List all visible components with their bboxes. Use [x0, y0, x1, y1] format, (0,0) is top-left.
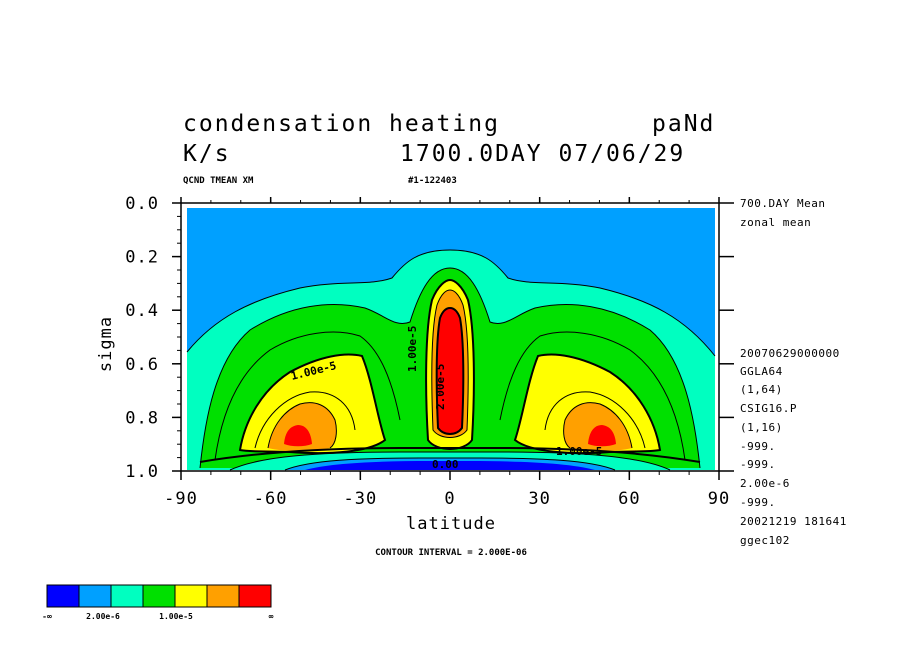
fill-level-6-center — [436, 308, 464, 434]
y-tick-label: 0.4 — [125, 301, 159, 321]
contour-line-11 — [229, 451, 671, 471]
side-info-line: -999. — [740, 458, 776, 471]
contour-label: 1.00e-5 — [406, 326, 419, 372]
x-axis-label: latitude — [406, 514, 496, 534]
chart-units: K/s — [183, 141, 231, 167]
side-info-line: ggec102 — [740, 534, 790, 547]
legend-label: 1.00e-5 — [159, 612, 193, 621]
legend-swatch — [78, 584, 112, 608]
x-tick-label: -30 — [343, 489, 377, 509]
x-tick-label: -60 — [254, 489, 288, 509]
fill-level-6-right — [588, 425, 616, 447]
side-info-line: -999. — [740, 496, 776, 509]
minor-ticks — [177, 200, 720, 475]
contour-label: 0.00 — [432, 458, 459, 471]
side-info-line: (1,64) — [740, 383, 783, 396]
contour-line-10 — [435, 306, 465, 435]
contour-line-12 — [284, 457, 616, 471]
legend-label: 2.00e-6 — [86, 612, 120, 621]
legend-swatch — [142, 584, 176, 608]
side-info-line: -999. — [740, 440, 776, 453]
legend-swatch — [238, 584, 272, 608]
side-info-line: GGLA64 — [740, 365, 783, 378]
y-tick-label: 0.6 — [125, 355, 159, 375]
y-tick-label: 1.0 — [125, 462, 159, 482]
side-info-line: (1,16) — [740, 421, 783, 434]
contour-line-7 — [254, 391, 646, 449]
x-tick-label: 90 — [708, 489, 730, 509]
side-info-line: 700.DAY Mean — [740, 197, 825, 210]
legend-labels: -∞ 2.00e-6 1.00e-5 ∞ — [42, 612, 273, 621]
contour-label: 1.00e-5 — [556, 445, 602, 458]
run-label: #1-122403 — [408, 176, 457, 186]
side-info-line: zonal mean — [740, 216, 811, 229]
x-axis: -90 -60 -30 0 30 60 90 — [164, 197, 730, 509]
color-legend — [46, 584, 272, 608]
contour-fills — [187, 208, 715, 470]
legend-swatch — [110, 584, 144, 608]
legend-label: -∞ — [42, 612, 52, 621]
contour-line-3 — [214, 331, 686, 461]
contour-line-8 — [267, 402, 633, 449]
contour-lines — [186, 249, 716, 471]
contour-line-13 — [199, 447, 701, 463]
chart-time: 1700.0DAY 07/06/29 — [400, 141, 685, 167]
y-axis-label: sigma — [96, 316, 116, 372]
legend-swatch — [206, 584, 240, 608]
contour-line-5 — [425, 278, 475, 450]
side-info-line: 20070629000000 — [740, 347, 840, 360]
x-tick-label: 0 — [444, 489, 455, 509]
contour-line-1 — [186, 249, 716, 357]
side-info-top: 700.DAY Mean zonal mean — [740, 197, 825, 229]
fill-level-6-left — [284, 425, 312, 447]
variable-label: QCND TMEAN XM — [183, 176, 254, 186]
y-tick-label: 0.0 — [125, 194, 159, 214]
chart-tag: paNd — [652, 111, 715, 137]
y-tick-label: 0.2 — [125, 248, 159, 268]
legend-swatch — [46, 584, 80, 608]
y-tick-label: 0.8 — [125, 408, 159, 428]
x-tick-label: 30 — [528, 489, 550, 509]
side-info-line: CSIG16.P — [740, 402, 797, 415]
side-info-line: 2.00e-6 — [740, 477, 790, 490]
side-info-bottom: 20070629000000 GGLA64 (1,64) CSIG16.P (1… — [740, 347, 847, 547]
x-tick-label: -90 — [164, 489, 198, 509]
side-info-line: 20021219 181641 — [740, 515, 847, 528]
contour-label: 2.00e-5 — [434, 364, 447, 410]
fill-negative-core-2 — [305, 461, 595, 470]
chart-title: condensation heating — [183, 111, 500, 137]
legend-swatch — [174, 584, 208, 608]
contour-line-9 — [431, 289, 469, 438]
contour-interval: CONTOUR INTERVAL = 2.000E-06 — [375, 548, 527, 558]
legend-label: ∞ — [269, 612, 274, 621]
contour-line-2 — [199, 267, 701, 469]
y-axis: 0.0 0.2 0.4 0.6 0.8 1.0 — [125, 194, 734, 482]
x-tick-label: 60 — [618, 489, 640, 509]
